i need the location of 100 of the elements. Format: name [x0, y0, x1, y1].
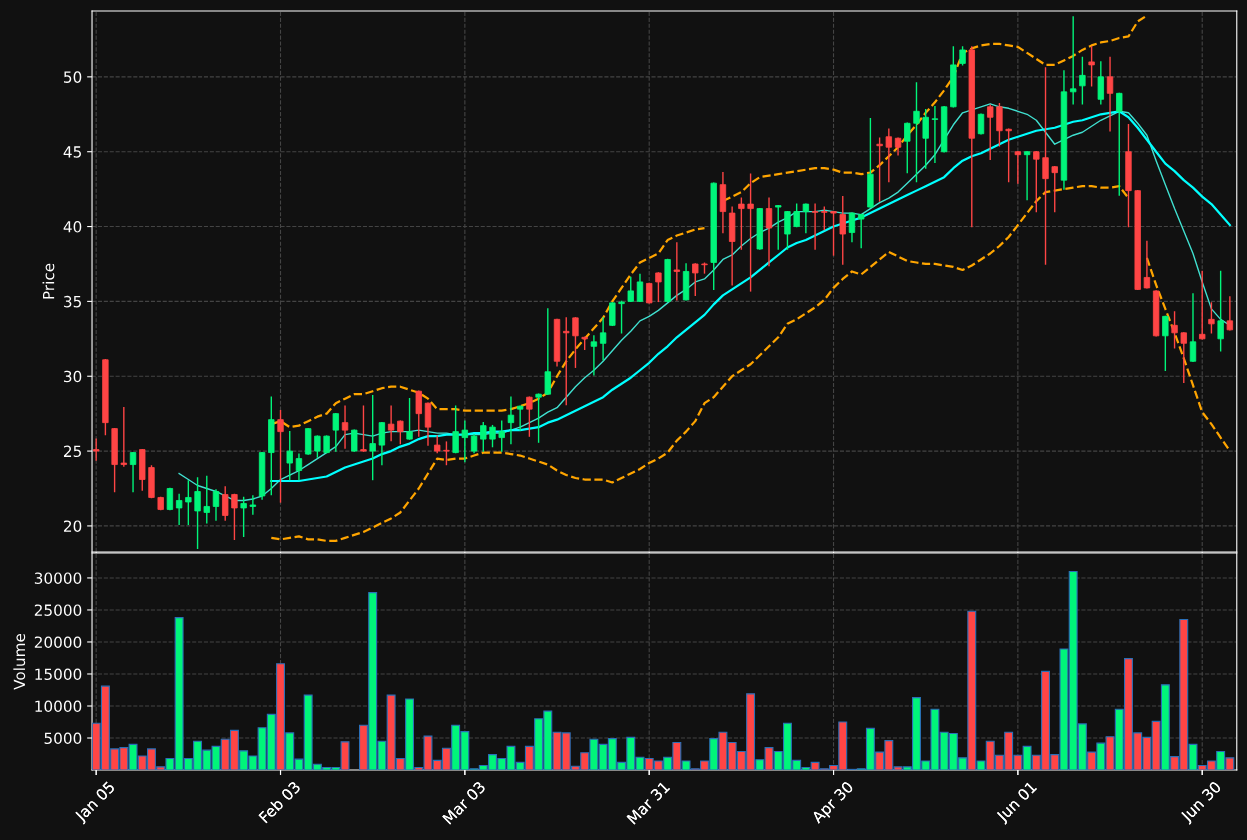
candlestick — [314, 435, 321, 458]
candlestick — [627, 276, 634, 303]
candlestick — [544, 308, 551, 395]
y-tick-label: 50 — [64, 71, 82, 83]
candlestick — [811, 203, 819, 250]
candlestick — [1033, 151, 1040, 213]
candlestick — [212, 489, 220, 521]
candlestick — [1088, 46, 1095, 87]
x-tick-label: Feb 03 — [258, 780, 301, 824]
candlestick — [692, 263, 699, 297]
candlestick — [977, 113, 985, 135]
candlestick — [1042, 67, 1049, 265]
x-tick-label: Jun 01 — [995, 780, 1040, 825]
y-axis-title: Price — [42, 263, 55, 299]
candlestick — [885, 128, 893, 183]
candlestick — [913, 82, 920, 183]
candlestick — [1180, 332, 1187, 383]
y-tick-label: 45 — [63, 146, 81, 158]
candlestick — [1162, 315, 1169, 371]
candlestick — [848, 212, 856, 243]
y-tick-label: 40 — [63, 221, 82, 233]
candlestick — [775, 204, 782, 250]
candlestick — [369, 394, 376, 481]
candlestick — [876, 137, 883, 202]
candlestick — [231, 493, 238, 541]
candlestick — [1143, 240, 1151, 289]
candlestick — [498, 420, 505, 452]
candlestick — [609, 302, 616, 327]
y-tick-label: 25 — [63, 445, 81, 458]
y-tick-label: 30 — [64, 370, 82, 383]
candlestick — [461, 420, 469, 463]
candlestick — [858, 213, 865, 249]
candlestick — [1199, 270, 1206, 340]
candlestick — [480, 421, 487, 452]
candlestick — [185, 480, 192, 526]
candlestick — [1208, 302, 1215, 334]
candlestick — [249, 495, 257, 515]
y-tick-label: 15000 — [35, 668, 82, 681]
x-tick-label: Jan 05 — [73, 780, 118, 825]
candlestick — [120, 406, 128, 467]
candlestick — [793, 203, 800, 228]
candlestick — [784, 210, 791, 250]
candlestick — [295, 453, 303, 481]
candlestick — [590, 335, 598, 376]
candlestick — [830, 210, 837, 256]
candlestick — [240, 496, 247, 538]
candlestick — [194, 477, 201, 550]
candlestick — [516, 405, 524, 431]
candlestick — [351, 429, 358, 452]
candlestick — [839, 195, 846, 265]
candlestick — [599, 317, 607, 361]
candlestick — [996, 103, 1003, 147]
y-tick-label: 10000 — [35, 700, 82, 713]
candlestick — [286, 430, 293, 481]
y-tick-label: 35 — [64, 295, 81, 308]
candlestick — [821, 206, 828, 231]
candlestick — [1116, 92, 1123, 196]
y-axis-title: Volume — [13, 633, 26, 690]
candlestick — [222, 486, 229, 521]
candlestick — [415, 390, 422, 437]
candlestick — [378, 421, 386, 466]
candlestick — [904, 122, 911, 174]
candlestick — [922, 109, 929, 169]
candlestick — [987, 104, 994, 160]
x-tick-label: Apr 30 — [810, 780, 856, 826]
candlestick — [1069, 16, 1077, 105]
candlestick — [424, 402, 432, 446]
candlestick — [397, 420, 404, 445]
candlestick — [738, 197, 745, 250]
candlestick — [341, 405, 349, 449]
candlestick — [1189, 293, 1197, 362]
candlestick — [747, 173, 754, 292]
candlestick — [387, 405, 395, 442]
candlestick — [332, 412, 339, 452]
candlestick — [1097, 61, 1105, 105]
candlestick — [277, 409, 284, 503]
y-tick-label: 30000 — [34, 572, 82, 584]
candlestick — [129, 451, 137, 493]
candlestick — [655, 272, 662, 303]
candlestick — [175, 493, 183, 526]
candlestick — [443, 441, 450, 466]
candlestick — [406, 397, 413, 440]
candlestick — [360, 405, 367, 452]
candlestick — [526, 396, 533, 437]
candlestick — [1051, 165, 1058, 213]
x-tick-label: Jun 30 — [1179, 780, 1224, 825]
candlestick — [765, 197, 773, 267]
candlestick — [1023, 151, 1031, 201]
y-tick-label: 5000 — [44, 732, 82, 745]
y-tick-label: 25000 — [34, 604, 82, 616]
candlestick — [563, 317, 570, 406]
candlestick — [1005, 128, 1012, 183]
candlestick — [646, 282, 653, 304]
y-tick-label: 20000 — [34, 636, 82, 648]
candlestick — [1106, 56, 1114, 132]
candlestick — [673, 242, 681, 301]
candlestick — [931, 106, 939, 163]
candlestick — [1217, 270, 1224, 352]
candlestick — [802, 203, 810, 234]
candlestick — [636, 273, 644, 303]
